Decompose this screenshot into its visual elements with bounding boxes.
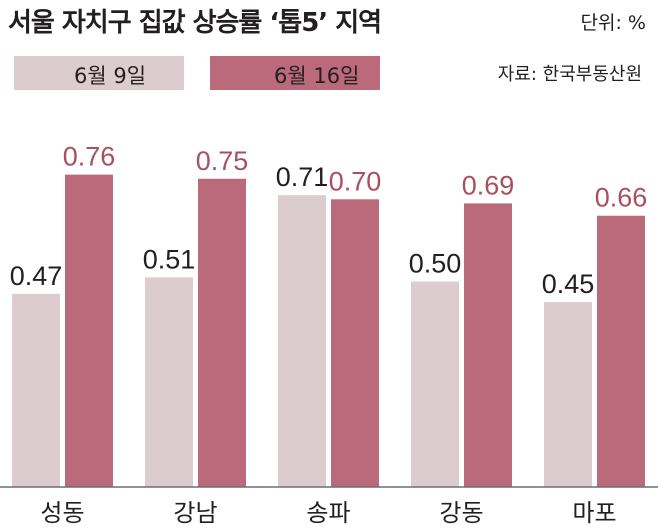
bar bbox=[544, 302, 592, 487]
bar bbox=[464, 203, 512, 487]
bar bbox=[278, 195, 326, 487]
chart-title: 서울 자치구 집값 상승률 ‘톱5’ 지역 bbox=[8, 8, 382, 38]
source-label: 자료: 한국부동산원 bbox=[497, 64, 642, 85]
category-label: 강남 bbox=[173, 499, 217, 527]
value-label: 0.45 bbox=[542, 269, 595, 299]
value-label: 0.50 bbox=[409, 249, 462, 279]
value-label: 0.47 bbox=[10, 261, 63, 291]
value-label: 0.66 bbox=[595, 183, 648, 213]
value-label: 0.51 bbox=[143, 244, 196, 274]
value-label: 0.71 bbox=[276, 162, 329, 192]
bar bbox=[331, 199, 379, 488]
category-label: 강동 bbox=[439, 499, 483, 527]
category-label: 마포 bbox=[572, 499, 616, 527]
value-label: 0.70 bbox=[329, 166, 382, 196]
value-label: 0.75 bbox=[196, 146, 249, 176]
bar bbox=[65, 174, 113, 487]
legend-label-jun9: 6월 9일 bbox=[74, 64, 147, 88]
bar bbox=[145, 277, 193, 487]
bar bbox=[198, 178, 246, 487]
legend-label-jun16: 6월 16일 bbox=[274, 64, 360, 88]
category-label: 송파 bbox=[306, 499, 350, 527]
value-label: 0.76 bbox=[63, 142, 116, 172]
legend-swatch-jun16 bbox=[210, 56, 380, 90]
category-label: 성동 bbox=[40, 499, 84, 527]
legend-swatch-jun9 bbox=[14, 56, 184, 90]
value-label: 0.69 bbox=[462, 170, 515, 200]
bar bbox=[12, 293, 60, 487]
unit-label: 단위: % bbox=[580, 12, 646, 34]
bar bbox=[411, 281, 459, 487]
bar bbox=[597, 215, 645, 488]
